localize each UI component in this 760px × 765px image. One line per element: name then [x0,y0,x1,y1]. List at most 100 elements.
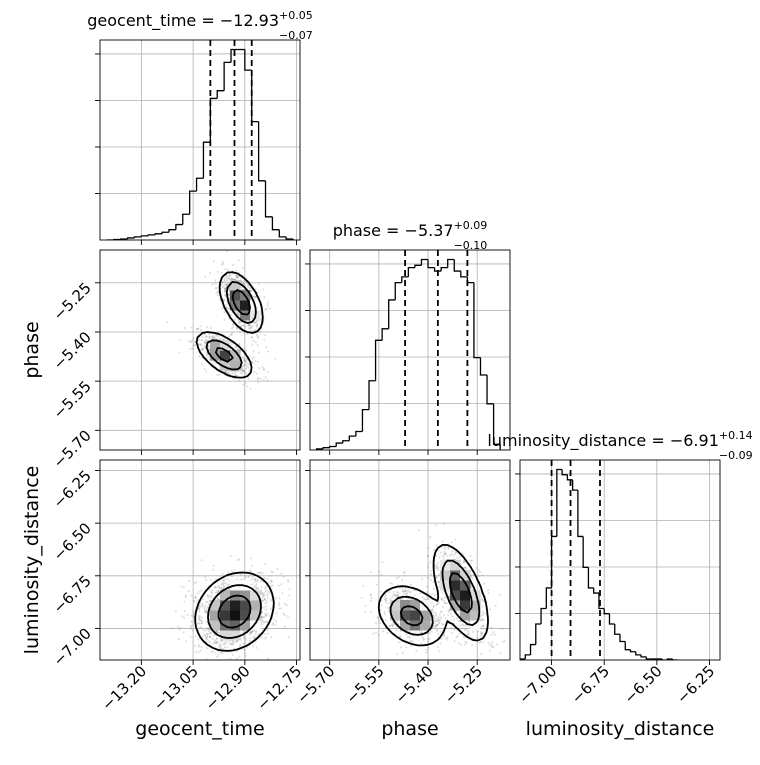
scatter-point [398,635,401,638]
scatter-point [278,604,281,606]
scatter-point [463,643,466,646]
panel-frame [99,39,301,241]
scatter-point [255,630,258,633]
scatter-point [212,650,215,653]
scatter-point [252,329,255,332]
scatter-point [481,618,484,621]
scatter-point [232,278,235,280]
scatter-point [377,634,380,636]
scatter-point [246,362,248,365]
scatter-point [210,674,212,676]
scatter-point [443,554,446,557]
scatter-point [438,573,441,576]
scatter-point [244,325,247,328]
histogram-bin [598,593,605,610]
scatter-point [211,283,214,286]
scatter-point [413,594,416,597]
scatter-point [237,558,240,561]
scatter-point [431,593,433,596]
scatter-point [447,547,450,550]
scatter-point [252,636,255,639]
scatter-point [227,584,230,587]
scatter-point [221,651,224,654]
scatter-point [385,599,388,602]
scatter-point [443,614,445,616]
scatter-point [436,569,439,572]
scatter-point [260,618,263,621]
histogram-bin [342,440,350,444]
scatter-point [264,376,267,379]
scatter-point [237,312,240,315]
scatter-point [448,593,451,596]
density-cell [460,600,471,611]
scatter-point [214,652,217,655]
scatter-point [287,580,290,583]
scatter-point [238,330,241,333]
scatter-point [227,281,230,284]
scatter-point [216,597,219,600]
scatter-point [217,335,220,338]
scatter-point [234,274,237,277]
scatter-point [501,640,504,643]
scatter-point [479,571,482,574]
scatter-point [236,274,239,277]
scatter-point [196,622,199,625]
scatter-point [248,355,251,358]
scatter-point [204,275,207,278]
x-tick-label: −13.05 [150,662,202,714]
scatter-point [227,307,230,310]
title-minus-error: −0.09 [719,449,753,462]
histogram-bin [285,236,294,240]
density-cell [220,600,231,611]
title-plus-error: +0.05 [279,9,313,22]
scatter-point [264,587,267,590]
scatter-point [230,277,233,280]
scatter-point [425,585,428,588]
scatter-point [262,378,265,381]
scatter-point [224,287,227,290]
scatter-point [231,326,234,329]
scatter-point [205,611,208,614]
scatter-point [224,288,226,291]
scatter-point [447,590,450,593]
scatter-point [428,638,431,641]
scatter-point [280,607,283,610]
scatter-point [283,625,286,628]
scatter-point [274,620,277,623]
scatter-point [460,627,463,630]
scatter-point [237,319,240,322]
scatter-point [228,642,231,645]
scatter-point [207,356,209,359]
scatter-point [189,347,192,350]
scatter-point [379,609,382,611]
histogram-bin [401,276,409,283]
scatter-point [499,594,502,597]
scatter-point [254,295,257,298]
x-tick-label: −6.50 [620,662,665,707]
density-cell [240,590,251,601]
scatter-point [443,552,446,555]
scatter-point [251,576,254,579]
scatter-point [267,590,270,593]
histogram-bin [182,213,190,225]
scatter-point [249,631,252,634]
scatter-point [226,277,229,280]
grid-lines [100,250,300,450]
scatter-point [404,590,407,593]
scatter-point [238,320,241,323]
scatter-point [439,551,442,554]
scatter-point [198,590,201,593]
scatter-point [192,610,194,613]
scatter-point [255,587,258,590]
scatter-point [213,642,216,645]
density-cell [220,630,231,641]
scatter-point [441,605,444,608]
scatter-point [402,590,405,593]
scatter-point [218,364,221,367]
scatter-point [180,626,183,629]
scatter-point [206,595,209,598]
scatter-point [409,645,412,648]
scatter-point [242,631,245,634]
scatter-point [438,581,441,584]
scatter-point [215,641,218,644]
